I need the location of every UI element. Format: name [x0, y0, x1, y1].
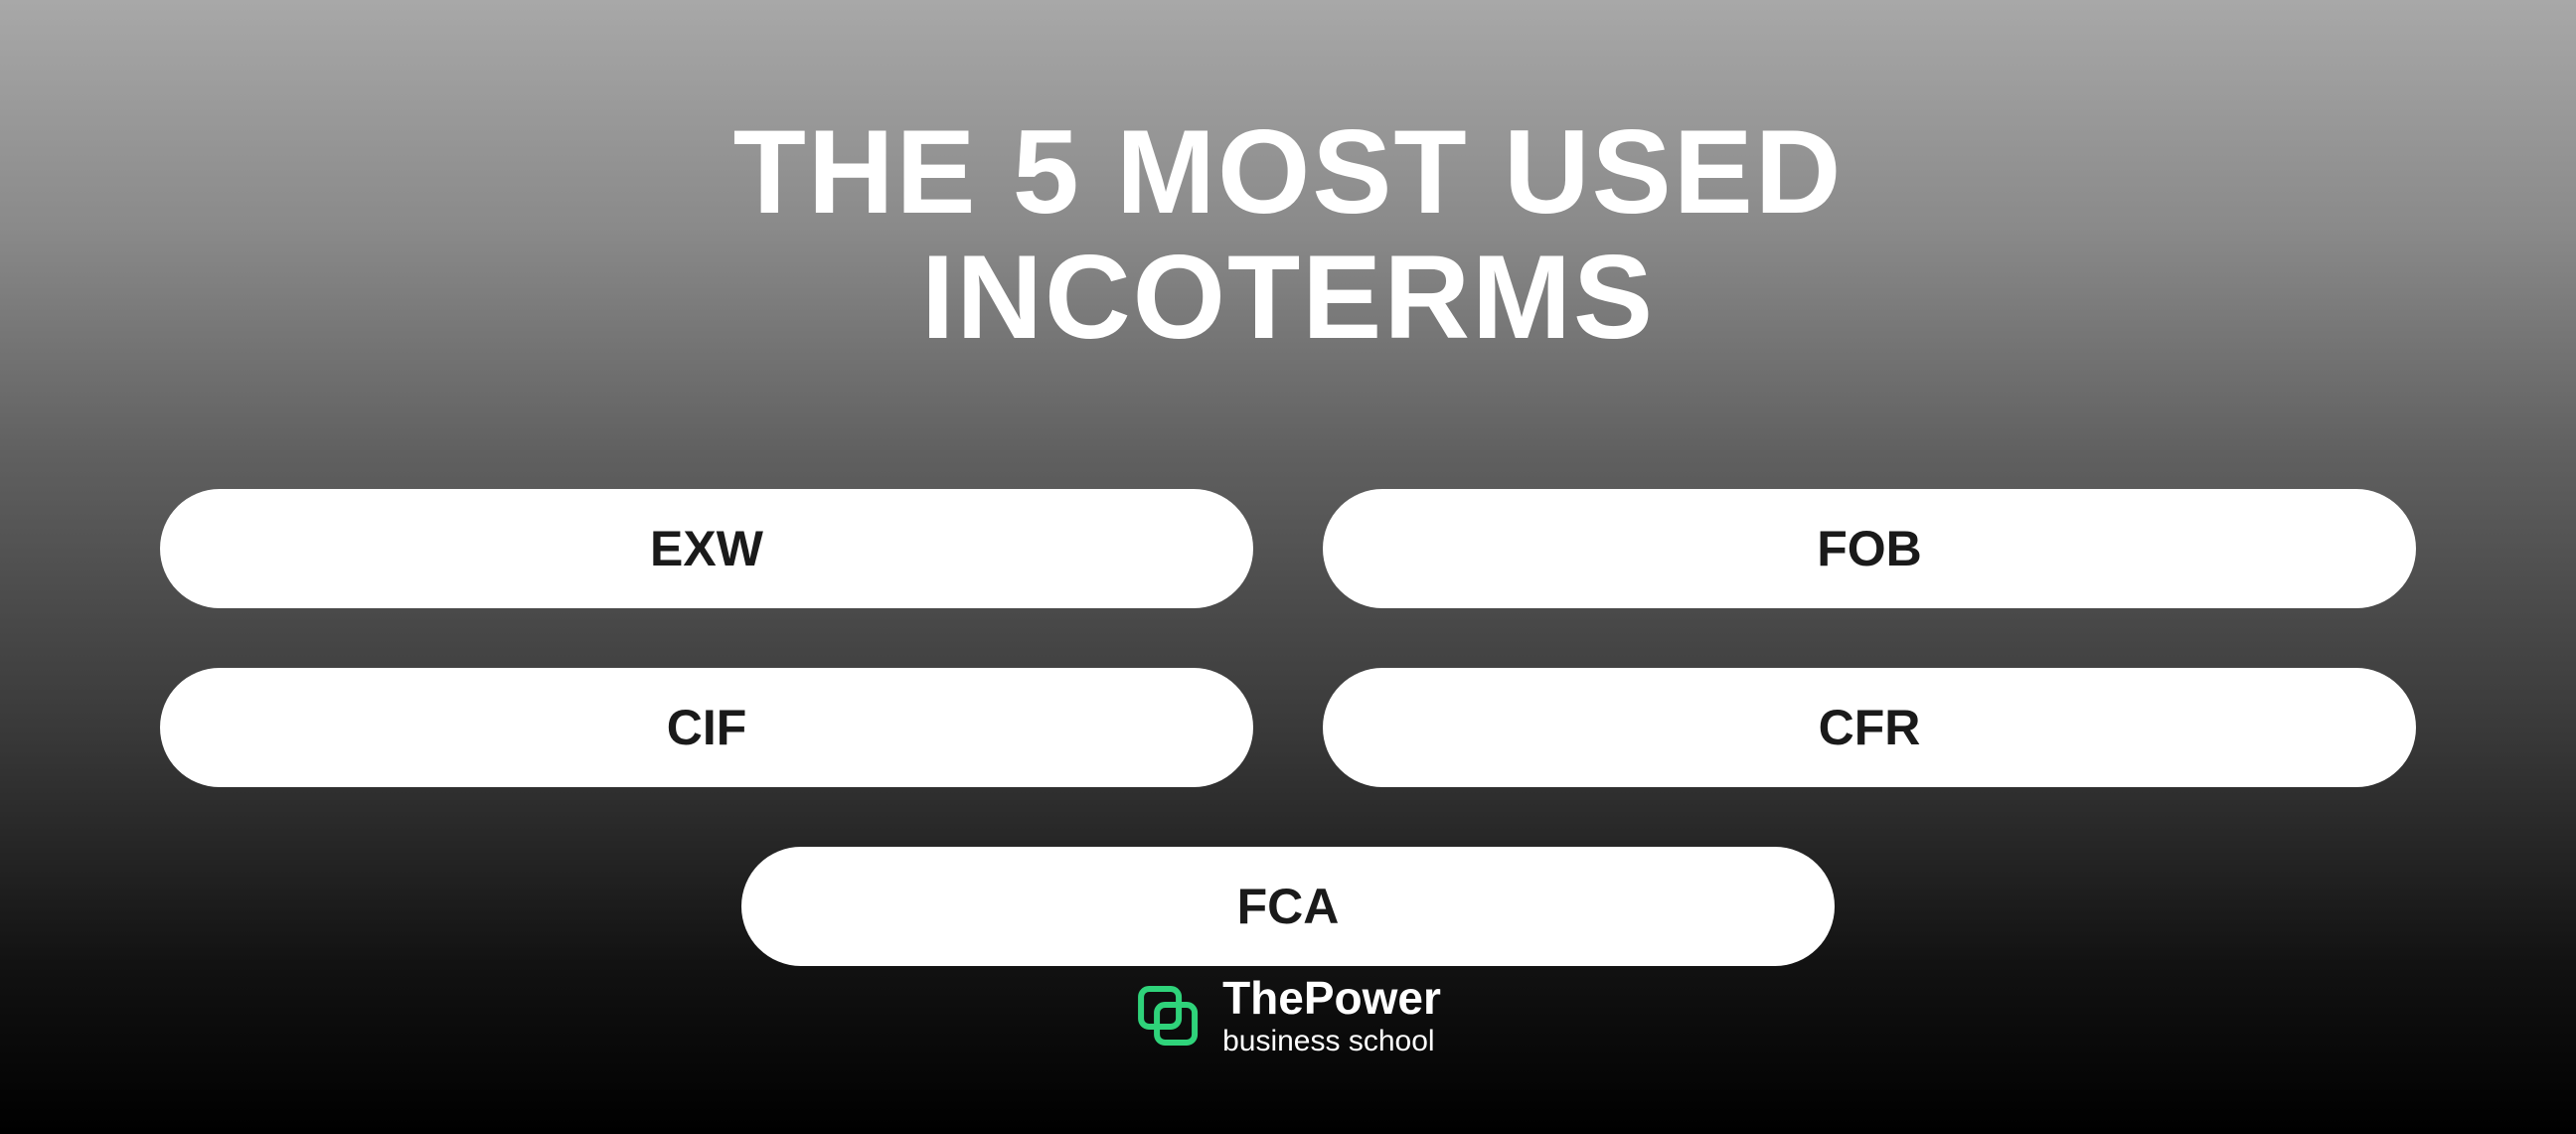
pill-cif: CIF — [160, 668, 1253, 787]
pill-label: FOB — [1817, 520, 1922, 577]
brand-logo: ThePower business school — [1135, 975, 1441, 1056]
pill-label: FCA — [1237, 878, 1340, 935]
brand-main: ThePower — [1222, 975, 1441, 1021]
pill-fca: FCA — [741, 847, 1835, 966]
pill-cfr: CFR — [1323, 668, 2416, 787]
pill-row-2: CIF CFR — [160, 668, 2416, 787]
brand-logo-text: ThePower business school — [1222, 975, 1441, 1056]
pills-container: EXW FOB CIF CFR FCA — [0, 489, 2576, 966]
pill-fob: FOB — [1323, 489, 2416, 608]
title-line-1: THE 5 MOST USED — [0, 109, 2576, 235]
page-title: THE 5 MOST USED INCOTERMS — [0, 0, 2576, 360]
brand-logo-icon — [1135, 983, 1201, 1049]
pill-label: CFR — [1819, 699, 1921, 756]
title-line-2: INCOTERMS — [0, 235, 2576, 360]
pill-row-1: EXW FOB — [160, 489, 2416, 608]
pill-label: EXW — [650, 520, 763, 577]
pill-row-3: FCA — [741, 847, 1835, 966]
brand-sub: business school — [1222, 1027, 1441, 1056]
pill-exw: EXW — [160, 489, 1253, 608]
pill-label: CIF — [667, 699, 747, 756]
